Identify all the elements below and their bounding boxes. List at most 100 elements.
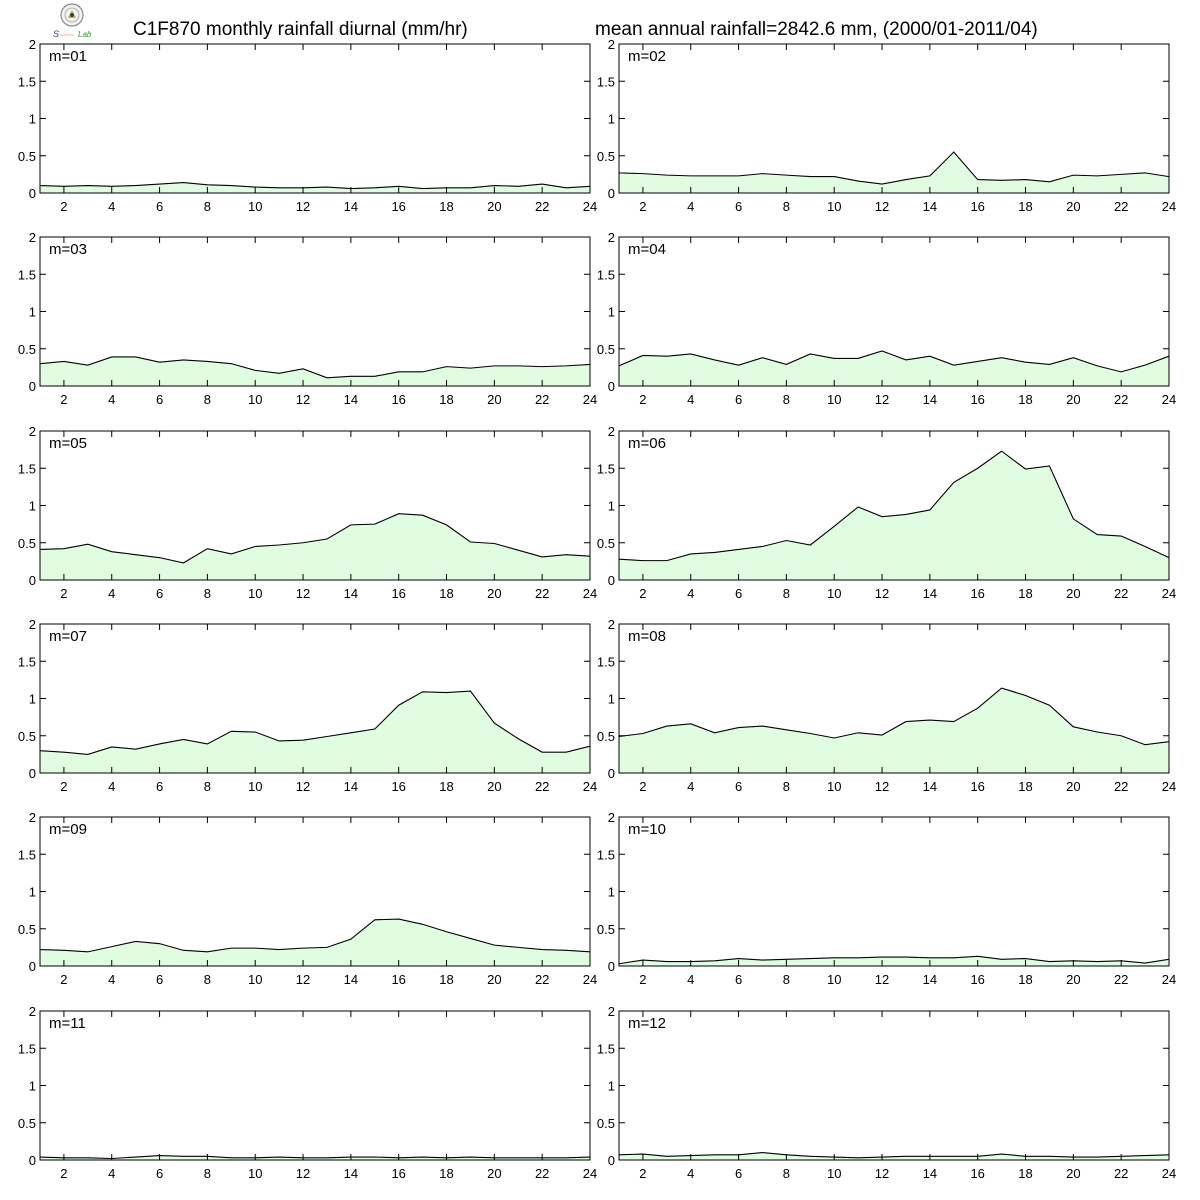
x-tick-label: 14 <box>344 1166 358 1181</box>
x-tick-label: 16 <box>391 199 405 214</box>
y-tick-label: 1.5 <box>18 1041 36 1056</box>
x-tick-label: 4 <box>108 392 115 407</box>
y-tick-label: 1.5 <box>18 847 36 862</box>
series-line <box>618 955 1170 965</box>
x-tick-label: 18 <box>1018 392 1032 407</box>
y-tick-label: 0 <box>608 1153 615 1168</box>
x-tick-label: 24 <box>583 779 597 794</box>
series-area <box>619 152 1169 193</box>
x-tick-label: 10 <box>827 1166 841 1181</box>
x-tick-label: 16 <box>391 1166 405 1181</box>
y-tick-label: 1 <box>608 885 615 900</box>
x-tick-label: 16 <box>391 392 405 407</box>
x-tick-label: 16 <box>970 199 984 214</box>
x-tick-label: 20 <box>1066 779 1080 794</box>
y-tick-label: 0 <box>29 379 36 394</box>
x-tick-label: 6 <box>156 586 163 601</box>
x-tick-label: 8 <box>204 972 211 987</box>
y-tick-label: 2 <box>608 1004 615 1019</box>
chart-title: C1F870 monthly rainfall diurnal (mm/hr) <box>133 19 468 40</box>
x-tick-label: 10 <box>827 586 841 601</box>
y-tick-label: 0 <box>608 766 615 781</box>
x-tick-label: 24 <box>583 392 597 407</box>
x-tick-label: 12 <box>875 586 889 601</box>
x-tick-label: 8 <box>783 972 790 987</box>
series-line <box>618 350 1170 373</box>
x-tick-label: 8 <box>783 392 790 407</box>
x-tick-label: 24 <box>583 972 597 987</box>
y-tick-label: 0.5 <box>18 342 36 357</box>
x-tick-label: 4 <box>108 972 115 987</box>
x-tick-label: 18 <box>439 199 453 214</box>
y-tick-label: 0.5 <box>597 342 615 357</box>
panel-m=06: 00.511.522 4 6 8 10 12 14 16 18 20 22 24m=06 <box>597 424 1176 601</box>
x-tick-label: 14 <box>344 586 358 601</box>
x-tick-label: 20 <box>487 199 501 214</box>
x-tick-label: 20 <box>1066 1166 1080 1181</box>
chart-subtitle: mean annual rainfall=2842.6 mm, (2000/01… <box>595 19 1038 40</box>
x-tick-label: 12 <box>296 779 310 794</box>
y-tick-label: 1 <box>608 499 615 514</box>
panel-m=11: 00.511.522 4 6 8 10 12 14 16 18 20 22 24m=11 <box>18 1004 597 1181</box>
panel-label: m=01 <box>49 48 87 65</box>
x-tick-label: 14 <box>923 199 937 214</box>
x-tick-label: 6 <box>735 586 742 601</box>
x-tick-label: 10 <box>248 586 262 601</box>
x-tick-label: 12 <box>296 586 310 601</box>
series-area <box>40 919 590 966</box>
y-tick-label: 0 <box>608 379 615 394</box>
x-tick-label: 10 <box>248 972 262 987</box>
y-tick-label: 1.5 <box>597 1041 615 1056</box>
panel-frame <box>618 1010 1170 1161</box>
x-tick-label: 4 <box>108 586 115 601</box>
x-tick-label: 2 <box>639 779 646 794</box>
x-tick-label: 10 <box>827 779 841 794</box>
x-tick-label: 16 <box>970 1166 984 1181</box>
x-tick-label: 8 <box>204 199 211 214</box>
y-tick-label: 1.5 <box>18 654 36 669</box>
series-area <box>619 956 1169 966</box>
panel-label: m=03 <box>49 241 87 258</box>
x-tick-label: 10 <box>248 779 262 794</box>
x-tick-label: 2 <box>639 1166 646 1181</box>
panel-label: m=10 <box>628 821 666 838</box>
x-tick-label: 14 <box>923 392 937 407</box>
series-area <box>619 1152 1169 1160</box>
x-tick-label: 6 <box>156 392 163 407</box>
x-tick-label: 16 <box>391 972 405 987</box>
y-tick-label: 0 <box>608 573 615 588</box>
x-tick-label: 18 <box>439 586 453 601</box>
y-tick-label: 1.5 <box>597 847 615 862</box>
x-tick-label: 12 <box>296 199 310 214</box>
x-tick-label: 12 <box>296 1166 310 1181</box>
x-tick-label: 22 <box>535 972 549 987</box>
series-area <box>40 691 590 773</box>
y-tick-label: 0.5 <box>18 149 36 164</box>
x-tick-label: 6 <box>156 779 163 794</box>
lab-logo-icon: S ~~~~ Lab <box>53 3 92 39</box>
panel-m=02: 00.511.522 4 6 8 10 12 14 16 18 20 22 24m=02 <box>597 37 1176 214</box>
x-tick-label: 4 <box>108 199 115 214</box>
series-area <box>619 688 1169 773</box>
y-tick-label: 1 <box>608 112 615 127</box>
panel-m=12: 00.511.522 4 6 8 10 12 14 16 18 20 22 24m=12 <box>597 1004 1176 1181</box>
x-tick-label: 8 <box>204 1166 211 1181</box>
y-tick-label: 2 <box>608 230 615 245</box>
x-tick-label: 6 <box>156 1166 163 1181</box>
x-tick-label: 2 <box>60 779 67 794</box>
x-tick-label: 22 <box>1114 586 1128 601</box>
x-tick-label: 14 <box>344 779 358 794</box>
panel-m=09: 00.511.522 4 6 8 10 12 14 16 18 20 22 24m=09 <box>18 810 597 987</box>
panel-m=10: 00.511.522 4 6 8 10 12 14 16 18 20 22 24m=10 <box>597 810 1176 987</box>
y-tick-label: 1.5 <box>597 461 615 476</box>
x-tick-label: 24 <box>1162 199 1176 214</box>
y-tick-label: 1.5 <box>18 74 36 89</box>
x-tick-label: 20 <box>1066 586 1080 601</box>
x-tick-label: 6 <box>735 779 742 794</box>
y-tick-label: 0.5 <box>597 729 615 744</box>
panel-label: m=06 <box>628 435 666 452</box>
y-tick-label: 1 <box>608 692 615 707</box>
x-tick-label: 14 <box>923 972 937 987</box>
y-tick-label: 0.5 <box>597 536 615 551</box>
x-tick-label: 24 <box>583 586 597 601</box>
